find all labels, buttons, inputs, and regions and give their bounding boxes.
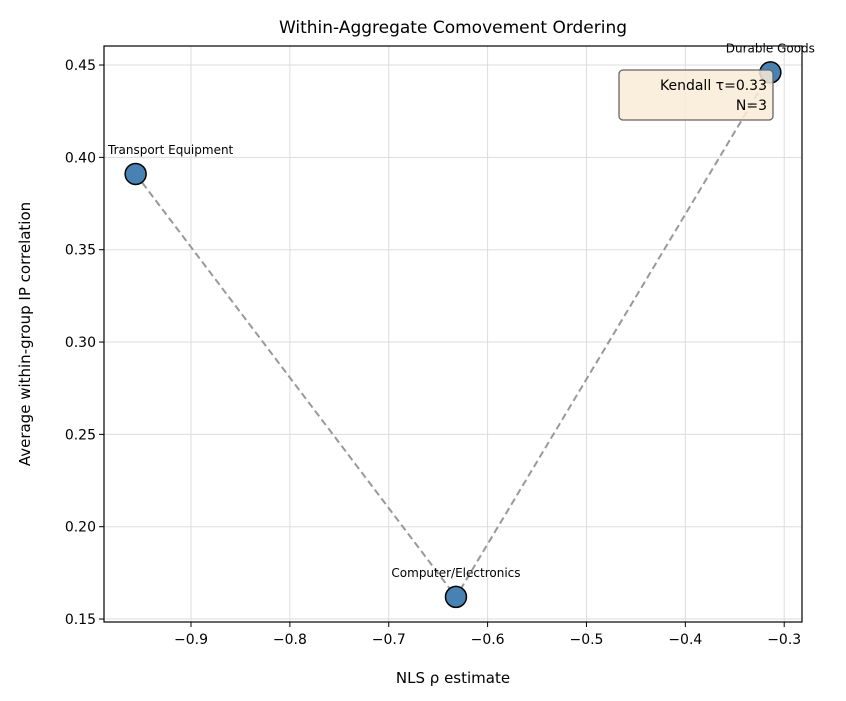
annotation-kendall: Kendall τ=0.33 (660, 78, 767, 94)
y-tick-label: 0.40 (65, 150, 96, 166)
point-label: Computer/Electronics (391, 566, 520, 580)
x-tick-label: −0.3 (767, 632, 801, 648)
x-tick-label: −0.6 (471, 632, 505, 648)
y-tick-label: 0.20 (65, 520, 96, 536)
x-axis-label: NLS ρ estimate (396, 669, 510, 687)
x-tick-label: −0.9 (174, 632, 208, 648)
x-tick-label: −0.5 (569, 632, 603, 648)
y-tick-label: 0.35 (65, 243, 96, 259)
x-tick-label: −0.8 (273, 632, 307, 648)
chart-title: Within-Aggregate Comovement Ordering (279, 18, 627, 38)
data-point (124, 162, 147, 186)
y-tick-label: 0.15 (65, 612, 96, 628)
y-axis-label: Average within-group IP correlation (16, 202, 34, 466)
y-tick-label: 0.25 (65, 427, 96, 443)
y-tick-label: 0.30 (65, 335, 96, 351)
x-tick-label: −0.7 (372, 632, 406, 648)
x-ticks: −0.9 −0.8 −0.7 −0.6 −0.5 −0.4 −0.3 (174, 622, 801, 648)
y-ticks: 0.15 0.20 0.25 0.30 0.35 0.40 0.45 (65, 58, 104, 628)
data-point (444, 585, 468, 609)
x-tick-label: −0.4 (668, 632, 702, 648)
stats-annotation: Kendall τ=0.33 N=3 (618, 69, 774, 121)
point-label: Transport Equipment (107, 143, 234, 157)
annotation-box (618, 69, 774, 121)
y-tick-label: 0.45 (65, 58, 96, 74)
point-label: Durable Goods (726, 41, 815, 55)
points: Transport Equipment Computer/Electronics D… (107, 41, 815, 609)
annotation-n: N=3 (736, 98, 767, 114)
grid (104, 46, 802, 622)
plot-frame (103, 45, 803, 623)
